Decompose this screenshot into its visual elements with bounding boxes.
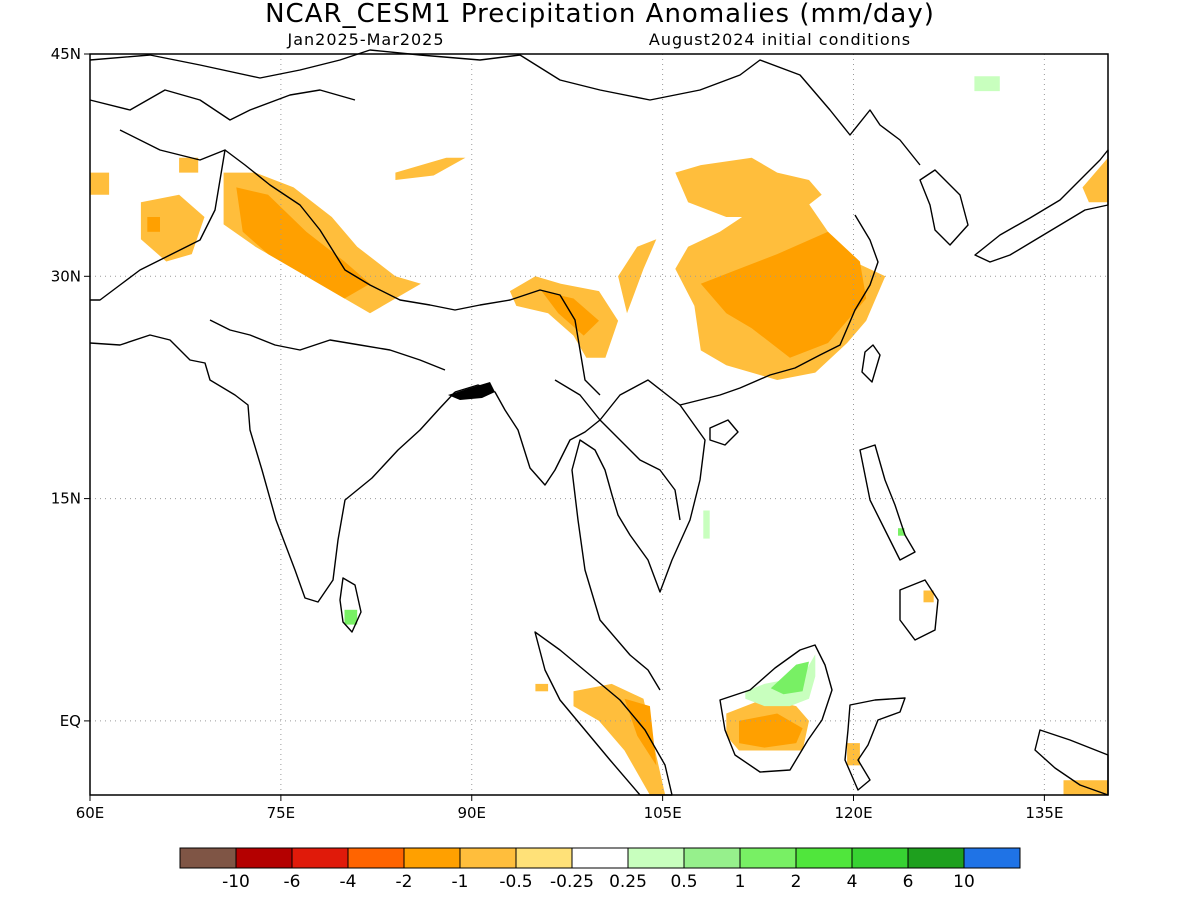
anomaly-region-6 bbox=[395, 157, 466, 180]
bay-of-bengal-coast bbox=[454, 214, 879, 486]
lon-label: 90E bbox=[457, 804, 486, 822]
indochina-borders bbox=[554, 379, 681, 521]
lon-label: 120E bbox=[834, 804, 872, 822]
anomaly-region-12 bbox=[675, 157, 822, 217]
anomaly-region-5 bbox=[179, 157, 199, 173]
bangladesh-delta bbox=[448, 382, 495, 400]
anomaly-shading-layer bbox=[90, 76, 1108, 795]
colorbar-label: 2 bbox=[791, 872, 802, 892]
colorbar-swatch bbox=[515, 847, 573, 869]
anomaly-region-2 bbox=[140, 194, 205, 262]
lat-label: 45N bbox=[51, 45, 81, 63]
anomaly-region-25 bbox=[344, 609, 358, 625]
anomaly-region-23 bbox=[770, 661, 809, 695]
gridlines bbox=[90, 54, 1108, 795]
philippines-luzon bbox=[859, 444, 916, 561]
new-guinea-coastline bbox=[1034, 729, 1109, 796]
lon-label: 105E bbox=[644, 804, 682, 822]
colorbar-swatch bbox=[235, 847, 293, 869]
colorbar-swatch bbox=[347, 847, 405, 869]
colorbar-label: 0.25 bbox=[609, 872, 647, 892]
anomaly-region-27 bbox=[974, 76, 1000, 92]
anomaly-region-1 bbox=[236, 187, 370, 299]
sulawesi-coastline bbox=[844, 697, 906, 791]
lat-label: 15N bbox=[51, 490, 81, 508]
indochina-coastline bbox=[571, 404, 706, 691]
colorbar-label: -2 bbox=[396, 872, 413, 892]
philippines-mindanao bbox=[899, 579, 939, 641]
colorbar-label: -10 bbox=[222, 872, 250, 892]
colorbar-swatch bbox=[795, 847, 853, 869]
colorbar-swatch bbox=[907, 847, 965, 869]
borneo-coastline bbox=[719, 644, 833, 773]
central-asia-border bbox=[89, 89, 356, 121]
colorbar-label: 4 bbox=[847, 872, 858, 892]
map-title: NCAR_CESM1 Precipitation Anomalies (mm/d… bbox=[265, 0, 935, 29]
anomaly-region-7 bbox=[618, 239, 657, 314]
longitude-labels: 60E 75E 90E 105E 120E 135E bbox=[76, 795, 1063, 822]
colorbar-swatch bbox=[403, 847, 461, 869]
india-interior-borders bbox=[209, 319, 446, 371]
colorbar-label: -6 bbox=[284, 872, 301, 892]
colorbar-label: 0.5 bbox=[670, 872, 697, 892]
colorbar-swatch bbox=[179, 847, 237, 869]
anomaly-region-11 bbox=[700, 231, 867, 358]
sri-lanka-coastline bbox=[339, 577, 362, 633]
korea-coastline bbox=[919, 169, 969, 246]
hainan-coastline bbox=[709, 419, 739, 446]
taiwan-coastline bbox=[861, 344, 881, 383]
lat-label: EQ bbox=[60, 712, 81, 730]
colorbar-label: -1 bbox=[452, 872, 469, 892]
lon-label: 60E bbox=[76, 804, 105, 822]
anomaly-region-3 bbox=[147, 217, 160, 232]
anomaly-region-21 bbox=[923, 590, 934, 603]
colorbar-label: -0.25 bbox=[550, 872, 594, 892]
anomaly-region-17 bbox=[739, 713, 803, 748]
anomaly-region-22 bbox=[745, 654, 816, 707]
lon-label: 75E bbox=[267, 804, 296, 822]
colorbar-swatch bbox=[739, 847, 797, 869]
pakistan-border bbox=[90, 129, 226, 301]
himalaya-border bbox=[224, 149, 601, 396]
initial-conditions-subtitle: August2024 initial conditions bbox=[649, 30, 911, 49]
anomaly-region-13 bbox=[1082, 157, 1108, 203]
colorbar-label: -0.5 bbox=[499, 872, 532, 892]
colorbar-swatch bbox=[851, 847, 909, 869]
lon-label: 135E bbox=[1025, 804, 1063, 822]
colorbar-swatch bbox=[291, 847, 349, 869]
japan-coastline bbox=[974, 149, 1109, 263]
latitude-labels: 45N 30N 15N EQ bbox=[51, 45, 90, 730]
colorbar-swatch bbox=[683, 847, 741, 869]
colorbar-swatch bbox=[459, 847, 517, 869]
map-frame bbox=[89, 53, 1109, 796]
colorbar-label: 6 bbox=[903, 872, 914, 892]
colorbar-swatch bbox=[627, 847, 685, 869]
colorbar: -10 -6 -4 -2 -1 -0.5 -0.25 0.25 0.5 1 2 4 6 10 bbox=[179, 847, 1021, 892]
anomaly-region-20 bbox=[535, 683, 549, 692]
lat-label: 30N bbox=[51, 267, 81, 285]
colorbar-swatch bbox=[963, 847, 1021, 869]
india-coastline bbox=[89, 334, 456, 603]
map-area bbox=[89, 49, 1109, 796]
anomaly-region-26 bbox=[703, 510, 710, 539]
colorbar-label: 10 bbox=[953, 872, 975, 892]
colorbar-swatch bbox=[571, 847, 629, 869]
anomaly-region-4 bbox=[90, 172, 110, 195]
colorbar-label: 1 bbox=[735, 872, 746, 892]
colorbar-label: -4 bbox=[340, 872, 357, 892]
coastlines-and-borders bbox=[89, 49, 1109, 796]
china-north-border bbox=[89, 49, 921, 166]
period-subtitle: Jan2025-Mar2025 bbox=[286, 30, 444, 49]
